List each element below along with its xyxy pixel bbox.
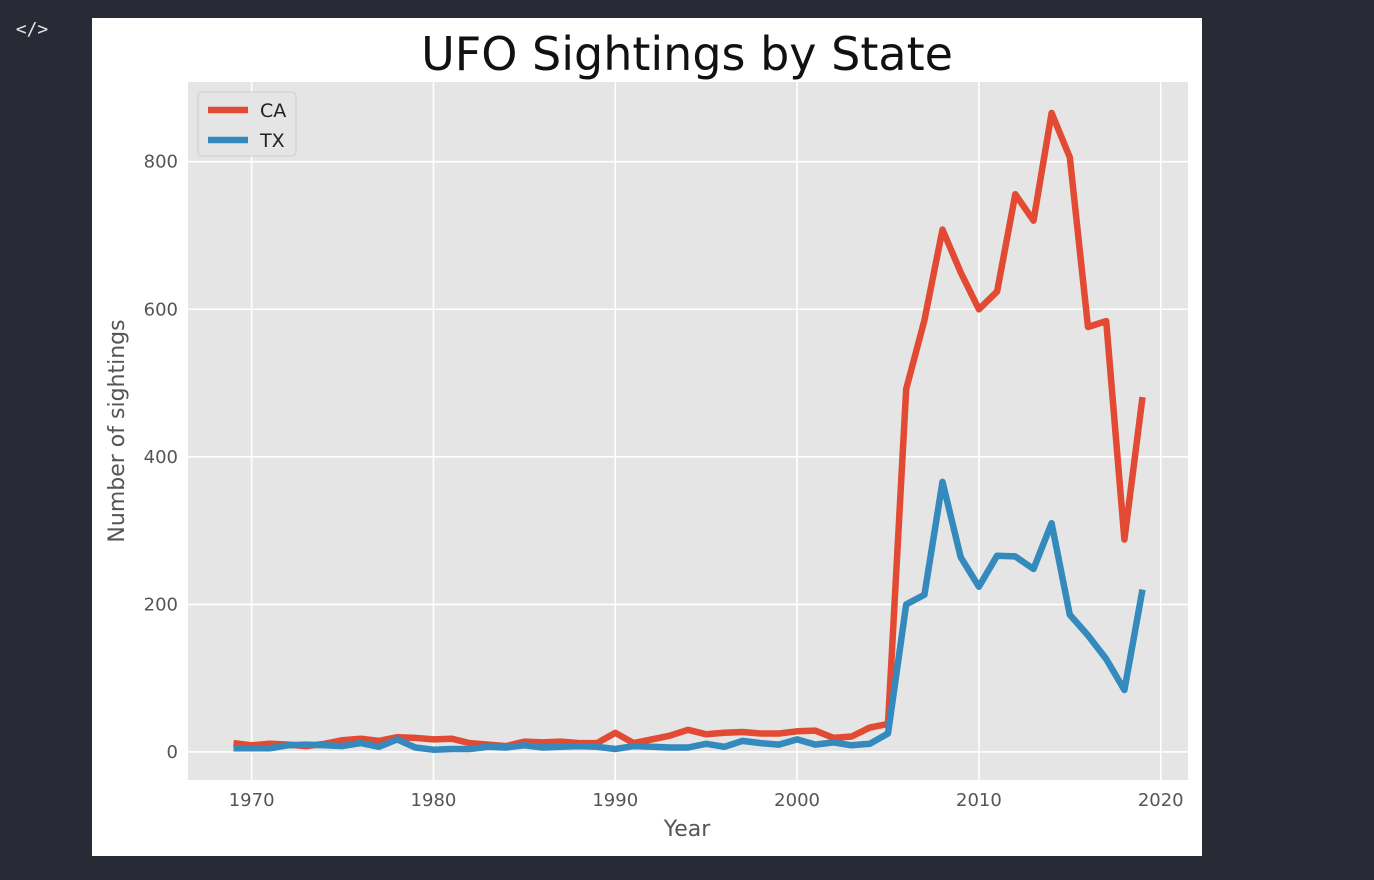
code-toggle-button[interactable]: </> bbox=[14, 16, 50, 44]
x-tick-label: 1990 bbox=[592, 790, 638, 811]
y-tick-labels: 0 200 400 600 800 bbox=[144, 152, 178, 763]
y-axis-label: Number of sightings bbox=[105, 319, 130, 542]
series-line-ca bbox=[233, 109, 1146, 750]
code-icon: </> bbox=[15, 19, 49, 40]
ufo-line-chart: UFO Sightings by State 1970 1980 1990 2000 2… bbox=[105, 27, 1188, 842]
x-tick-labels: 1970 1980 1990 2000 2010 2020 bbox=[229, 790, 1184, 811]
y-tick-label: 800 bbox=[144, 152, 178, 173]
y-tick-label: 0 bbox=[167, 742, 178, 763]
y-tick-label: 200 bbox=[144, 594, 178, 615]
x-tick-label: 1980 bbox=[411, 790, 457, 811]
chart-title: UFO Sightings by State bbox=[421, 27, 953, 81]
legend-label-tx: TX bbox=[259, 130, 285, 152]
x-tick-label: 2010 bbox=[956, 790, 1002, 811]
chart-output-panel: UFO Sightings by State 1970 1980 1990 2000 2… bbox=[92, 18, 1202, 856]
x-tick-label: 2000 bbox=[774, 790, 820, 811]
y-tick-label: 400 bbox=[144, 447, 178, 468]
x-axis-label: Year bbox=[663, 817, 712, 842]
x-tick-label: 2020 bbox=[1138, 790, 1184, 811]
grid-lines bbox=[188, 82, 1188, 780]
x-tick-label: 1970 bbox=[229, 790, 275, 811]
series-lines bbox=[233, 109, 1146, 753]
y-tick-label: 600 bbox=[144, 299, 178, 320]
legend: CA TX bbox=[197, 91, 297, 157]
series-line-tx bbox=[233, 478, 1146, 753]
legend-label-ca: CA bbox=[260, 100, 286, 122]
